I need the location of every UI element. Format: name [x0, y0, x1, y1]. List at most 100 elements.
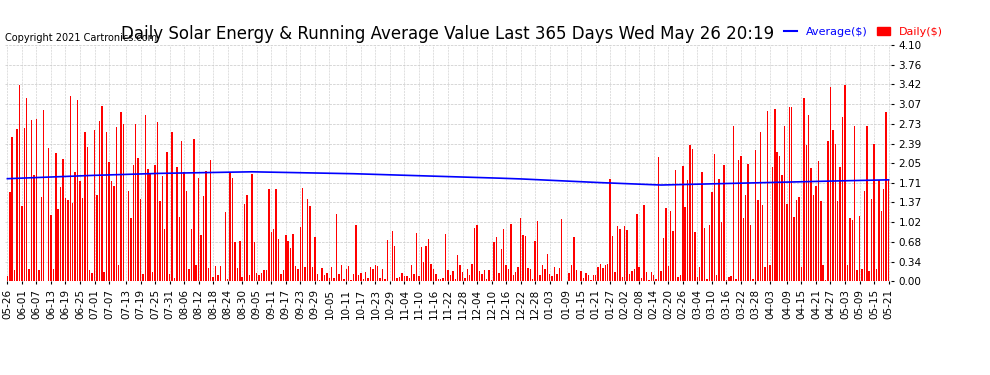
Bar	[445, 234, 446, 281]
Bar	[82, 198, 83, 281]
Bar	[418, 276, 420, 281]
Bar	[634, 268, 636, 281]
Bar	[104, 272, 105, 281]
Bar	[595, 275, 596, 281]
Bar	[614, 272, 616, 281]
Bar	[372, 269, 373, 281]
Bar	[362, 279, 364, 281]
Bar	[501, 249, 502, 281]
Bar	[449, 275, 451, 281]
Bar	[597, 267, 599, 281]
Bar	[619, 228, 621, 281]
Bar	[336, 214, 338, 281]
Bar	[50, 214, 51, 281]
Bar	[304, 267, 306, 281]
Bar	[290, 248, 291, 281]
Bar	[183, 172, 185, 281]
Bar	[697, 278, 698, 281]
Bar	[769, 265, 770, 281]
Bar	[573, 237, 574, 281]
Bar	[126, 280, 127, 281]
Bar	[873, 144, 875, 281]
Bar	[282, 270, 284, 281]
Bar	[779, 156, 780, 281]
Bar	[239, 241, 241, 281]
Bar	[350, 280, 351, 281]
Bar	[508, 270, 509, 281]
Bar	[113, 186, 115, 281]
Bar	[130, 217, 132, 281]
Bar	[704, 228, 705, 281]
Bar	[476, 225, 478, 281]
Bar	[459, 265, 460, 281]
Bar	[26, 98, 28, 281]
Bar	[297, 269, 299, 281]
Bar	[888, 179, 889, 281]
Bar	[36, 119, 38, 281]
Bar	[169, 274, 170, 281]
Bar	[823, 265, 824, 281]
Bar	[171, 132, 172, 281]
Bar	[346, 270, 347, 281]
Bar	[69, 96, 71, 281]
Bar	[733, 126, 735, 281]
Bar	[217, 275, 219, 281]
Bar	[580, 271, 582, 281]
Bar	[741, 156, 742, 281]
Bar	[436, 274, 437, 281]
Bar	[762, 205, 763, 281]
Bar	[133, 165, 134, 281]
Bar	[858, 216, 860, 281]
Bar	[235, 242, 236, 281]
Bar	[813, 195, 814, 281]
Bar	[793, 217, 795, 281]
Bar	[454, 279, 456, 281]
Bar	[525, 236, 526, 281]
Bar	[244, 204, 246, 281]
Bar	[21, 206, 23, 281]
Bar	[639, 267, 640, 281]
Bar	[79, 181, 81, 281]
Bar	[48, 148, 50, 281]
Bar	[675, 170, 676, 281]
Bar	[791, 107, 792, 281]
Bar	[602, 268, 604, 281]
Bar	[210, 160, 212, 281]
Bar	[265, 270, 267, 281]
Bar	[461, 272, 463, 281]
Bar	[416, 233, 417, 281]
Bar	[367, 278, 369, 281]
Bar	[193, 139, 194, 281]
Bar	[820, 201, 822, 281]
Bar	[709, 225, 710, 281]
Bar	[389, 280, 391, 281]
Bar	[60, 187, 61, 281]
Bar	[355, 225, 356, 281]
Bar	[610, 179, 611, 281]
Bar	[396, 278, 398, 281]
Bar	[786, 204, 788, 281]
Bar	[280, 274, 282, 281]
Bar	[164, 229, 165, 281]
Bar	[833, 130, 834, 281]
Bar	[357, 275, 359, 281]
Bar	[188, 269, 190, 281]
Bar	[278, 239, 279, 281]
Bar	[242, 278, 243, 281]
Bar	[575, 270, 577, 281]
Bar	[52, 268, 54, 281]
Bar	[253, 242, 255, 281]
Bar	[714, 154, 715, 281]
Bar	[145, 115, 147, 281]
Title: Daily Solar Energy & Running Average Value Last 365 Days Wed May 26 20:19: Daily Solar Energy & Running Average Val…	[122, 26, 774, 44]
Bar	[387, 240, 388, 281]
Bar	[200, 235, 202, 281]
Bar	[588, 274, 589, 281]
Bar	[29, 269, 30, 281]
Bar	[74, 172, 76, 281]
Bar	[414, 274, 415, 281]
Bar	[394, 246, 395, 281]
Bar	[77, 100, 78, 281]
Bar	[757, 200, 758, 281]
Bar	[776, 152, 778, 281]
